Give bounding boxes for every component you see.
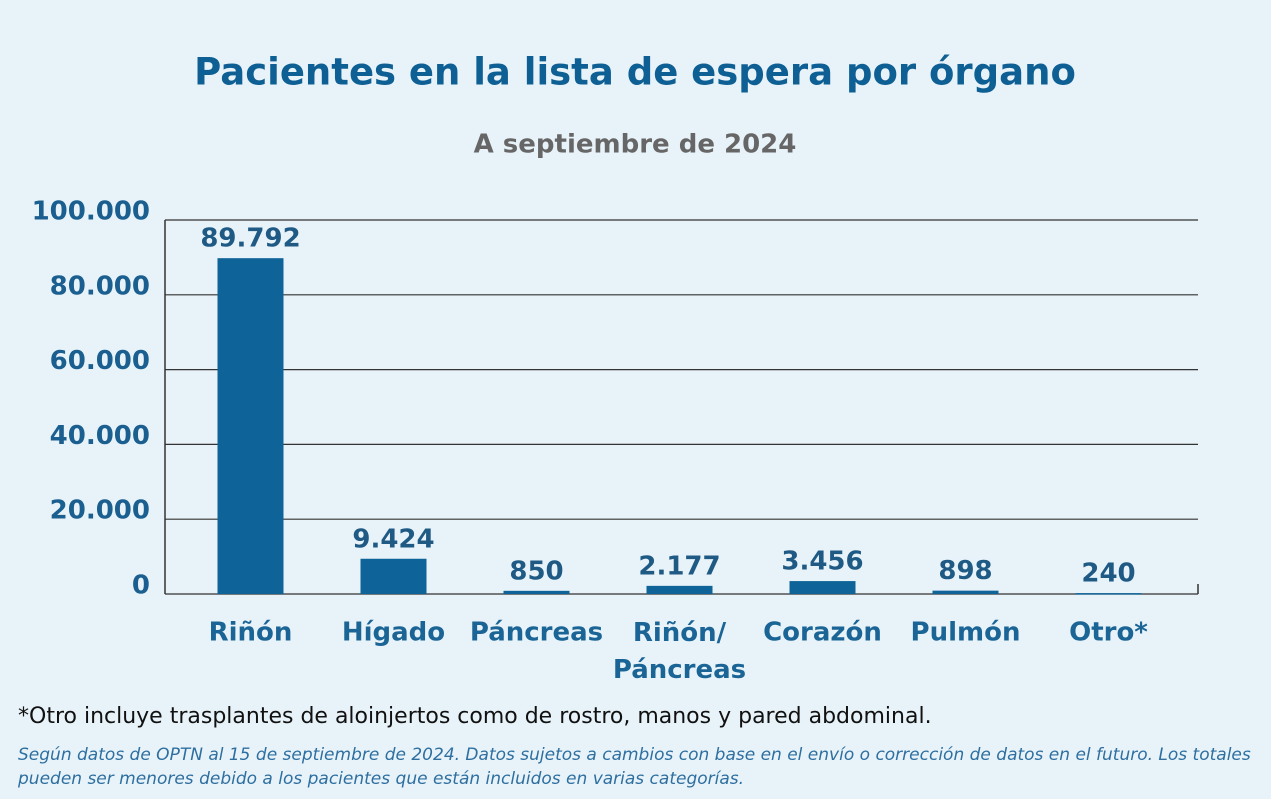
bar — [789, 581, 856, 594]
y-tick-label: 20.000 — [50, 496, 150, 526]
data-label: 9.424 — [352, 524, 434, 554]
x-tick-label: Hígado — [342, 618, 445, 648]
chart-title: Pacientes en la lista de espera por órga… — [194, 51, 1076, 94]
chart: Pacientes en la lista de espera por órga… — [32, 51, 1199, 685]
x-tick-label: Otro* — [1069, 618, 1148, 648]
data-label: 89.792 — [200, 224, 300, 254]
y-tick-label: 40.000 — [50, 421, 150, 451]
data-label: 240 — [1081, 559, 1135, 589]
bar — [932, 590, 999, 594]
bar — [217, 258, 284, 594]
data-label: 898 — [938, 556, 992, 586]
chart-subtitle: A septiembre de 2024 — [474, 130, 797, 160]
bar — [503, 590, 570, 594]
x-tick-label: Corazón — [763, 618, 882, 648]
data-label: 2.177 — [638, 551, 720, 581]
x-tick-label: Riñón — [209, 618, 293, 648]
y-tick-label: 80.000 — [50, 271, 150, 301]
data-label: 3.456 — [781, 547, 863, 577]
bar — [646, 585, 713, 594]
footnote: *Otro incluye trasplantes de aloinjertos… — [18, 704, 932, 729]
x-tick-label: Páncreas — [470, 618, 603, 648]
data-label: 850 — [509, 556, 563, 586]
source-note: Según datos de OPTN al 15 de septiembre … — [18, 745, 1251, 789]
x-tick-label: Riñón/Páncreas — [613, 618, 746, 685]
x-tick-label: Pulmón — [911, 618, 1021, 648]
bar — [1075, 593, 1142, 595]
y-tick-label: 100.000 — [32, 197, 150, 227]
bar — [360, 558, 427, 594]
y-tick-label: 0 — [132, 571, 150, 601]
y-tick-label: 60.000 — [50, 346, 150, 376]
